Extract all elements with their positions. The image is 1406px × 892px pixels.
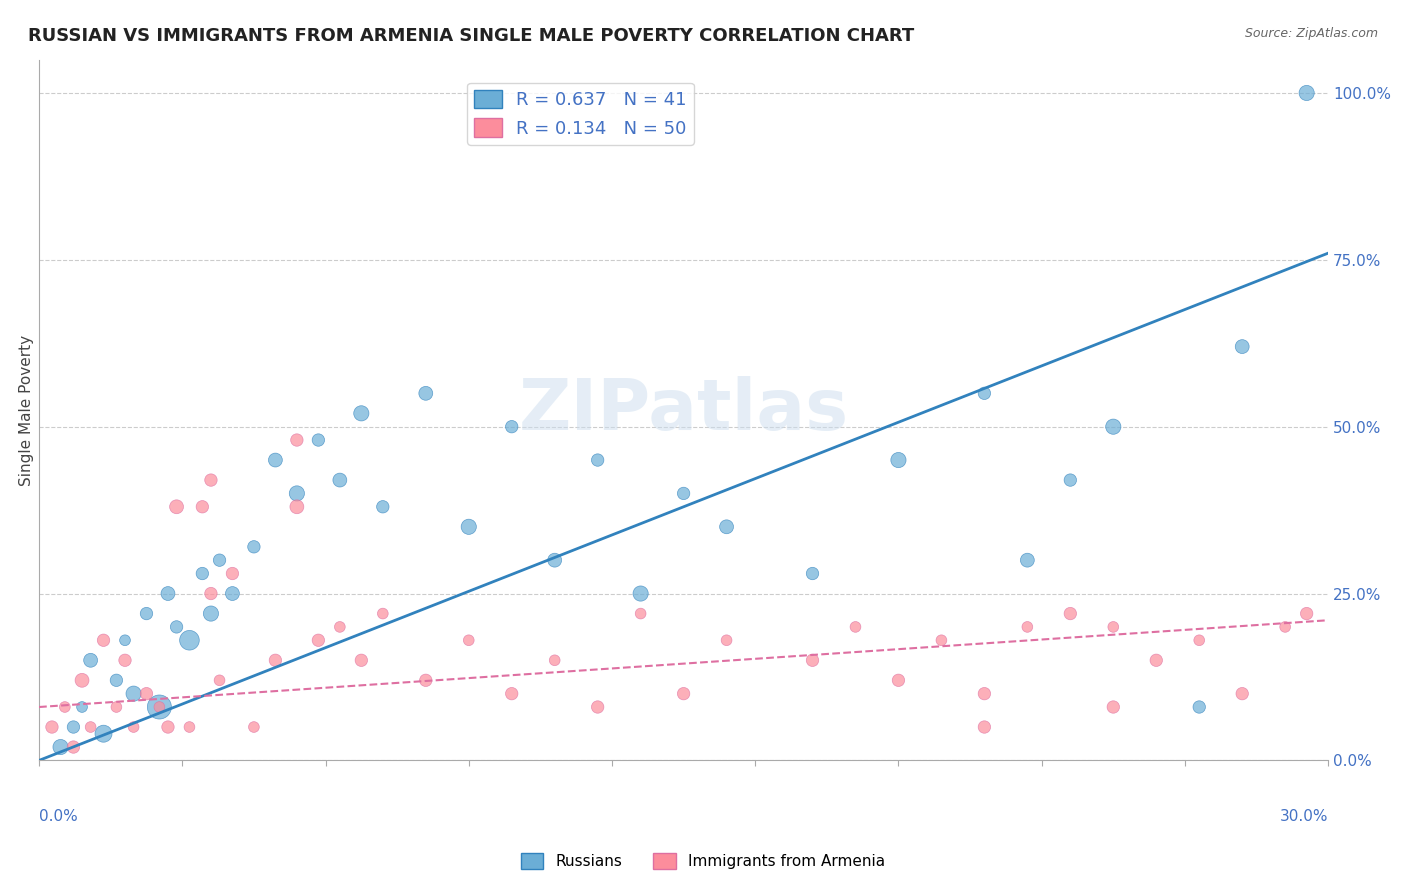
Point — [1017, 553, 1039, 567]
Point — [148, 700, 170, 714]
Point — [501, 419, 523, 434]
Text: Source: ZipAtlas.com: Source: ZipAtlas.com — [1244, 27, 1378, 40]
Point — [457, 520, 479, 534]
Text: 0.0%: 0.0% — [39, 809, 77, 824]
Point — [243, 720, 266, 734]
Point — [1188, 700, 1211, 714]
Text: RUSSIAN VS IMMIGRANTS FROM ARMENIA SINGLE MALE POVERTY CORRELATION CHART: RUSSIAN VS IMMIGRANTS FROM ARMENIA SINGL… — [28, 27, 914, 45]
Point — [1144, 653, 1167, 667]
Point — [191, 500, 214, 514]
Point — [93, 727, 115, 741]
Point — [371, 607, 394, 621]
Point — [93, 633, 115, 648]
Point — [716, 633, 738, 648]
Point — [285, 486, 308, 500]
Point — [1295, 86, 1317, 100]
Point — [586, 700, 609, 714]
Point — [114, 653, 136, 667]
Point — [79, 653, 101, 667]
Point — [53, 700, 76, 714]
Legend: R = 0.637   N = 41, R = 0.134   N = 50: R = 0.637 N = 41, R = 0.134 N = 50 — [467, 83, 693, 145]
Point — [672, 486, 695, 500]
Point — [415, 673, 437, 688]
Point — [114, 633, 136, 648]
Point — [329, 473, 352, 487]
Point — [122, 720, 145, 734]
Point — [70, 673, 93, 688]
Point — [350, 653, 373, 667]
Point — [156, 586, 179, 600]
Point — [973, 386, 995, 401]
Point — [208, 673, 231, 688]
Point — [844, 620, 866, 634]
Point — [586, 453, 609, 467]
Point — [1102, 620, 1125, 634]
Point — [329, 620, 352, 634]
Point — [179, 633, 201, 648]
Point — [801, 566, 824, 581]
Point — [105, 673, 128, 688]
Point — [122, 687, 145, 701]
Point — [148, 700, 170, 714]
Point — [79, 720, 101, 734]
Text: ZIPatlas: ZIPatlas — [519, 376, 849, 444]
Point — [285, 433, 308, 447]
Point — [1102, 700, 1125, 714]
Point — [191, 566, 214, 581]
Point — [208, 553, 231, 567]
Point — [70, 700, 93, 714]
Point — [887, 453, 910, 467]
Point — [1230, 340, 1253, 354]
Point — [544, 653, 567, 667]
Point — [179, 720, 201, 734]
Point — [135, 607, 157, 621]
Text: 30.0%: 30.0% — [1279, 809, 1329, 824]
Point — [630, 607, 652, 621]
Point — [243, 540, 266, 554]
Point — [62, 720, 84, 734]
Point — [630, 586, 652, 600]
Point — [221, 566, 243, 581]
Point — [307, 433, 329, 447]
Point — [105, 700, 128, 714]
Point — [415, 386, 437, 401]
Point — [501, 687, 523, 701]
Point — [1059, 607, 1081, 621]
Point — [973, 720, 995, 734]
Point — [166, 500, 188, 514]
Point — [200, 607, 222, 621]
Point — [1230, 687, 1253, 701]
Point — [1059, 473, 1081, 487]
Point — [264, 653, 287, 667]
Point — [62, 740, 84, 755]
Point — [156, 720, 179, 734]
Point — [350, 406, 373, 420]
Point — [41, 720, 63, 734]
Point — [307, 633, 329, 648]
Point — [544, 553, 567, 567]
Point — [1017, 620, 1039, 634]
Point — [166, 620, 188, 634]
Point — [264, 453, 287, 467]
Point — [672, 687, 695, 701]
Legend: Russians, Immigrants from Armenia: Russians, Immigrants from Armenia — [515, 847, 891, 875]
Point — [1295, 607, 1317, 621]
Point — [135, 687, 157, 701]
Point — [221, 586, 243, 600]
Point — [931, 633, 953, 648]
Point — [801, 653, 824, 667]
Point — [1274, 620, 1296, 634]
Point — [457, 633, 479, 648]
Point — [49, 740, 72, 755]
Point — [1188, 633, 1211, 648]
Point — [716, 520, 738, 534]
Point — [973, 687, 995, 701]
Point — [200, 473, 222, 487]
Point — [887, 673, 910, 688]
Y-axis label: Single Male Poverty: Single Male Poverty — [18, 334, 34, 485]
Point — [1102, 419, 1125, 434]
Point — [285, 500, 308, 514]
Point — [371, 500, 394, 514]
Point — [200, 586, 222, 600]
